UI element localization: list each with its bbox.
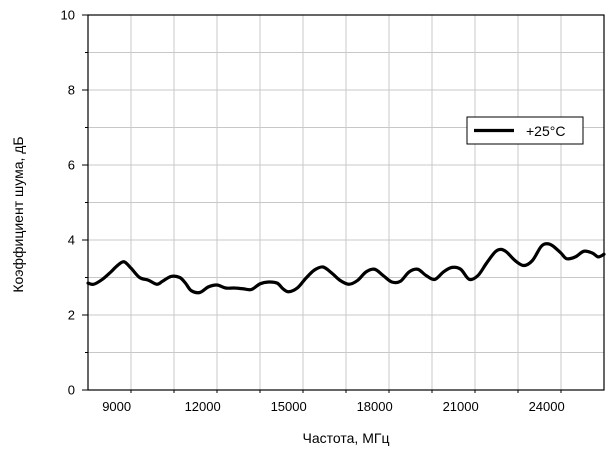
series-line	[86, 242, 606, 295]
x-axis-ticks: 9000 12000 15000 18000 21000 24000	[102, 390, 565, 414]
x-axis-title: Частота, МГц	[303, 430, 390, 446]
y-tick-label: 4	[68, 233, 75, 248]
y-tick-label: 10	[61, 8, 75, 23]
y-tick-label: 6	[68, 158, 75, 173]
x-tick-label: 18000	[357, 399, 393, 414]
x-tick-label: 9000	[102, 399, 131, 414]
x-tick-label: 24000	[529, 399, 565, 414]
y-tick-label: 0	[68, 383, 75, 398]
x-tick-label: 21000	[443, 399, 479, 414]
legend: +25°C	[466, 116, 584, 145]
x-tick-label: 15000	[271, 399, 307, 414]
y-tick-label: 2	[68, 308, 75, 323]
y-axis-title: Коэффициент шума, дБ	[10, 136, 26, 292]
x-tick-label: 12000	[185, 399, 221, 414]
y-axis-ticks: 0 2 4 6 8 10	[61, 8, 88, 398]
y-tick-label: 8	[68, 83, 75, 98]
series-line-group	[86, 242, 606, 295]
legend-label: +25°C	[526, 123, 565, 139]
grid	[88, 15, 604, 390]
